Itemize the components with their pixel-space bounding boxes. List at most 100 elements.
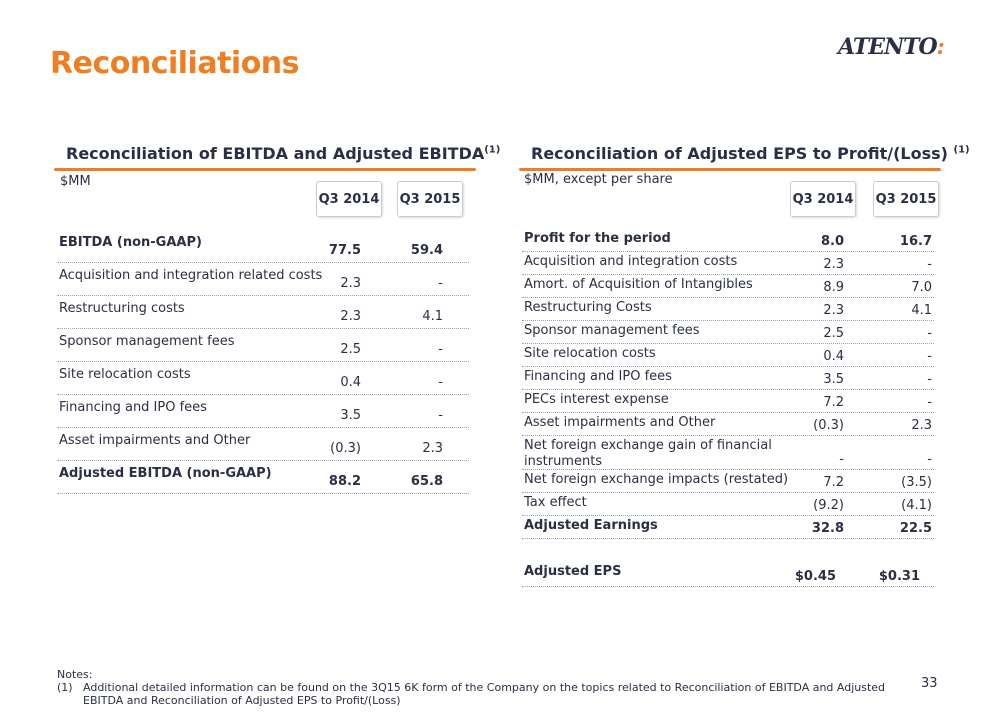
row-label: Restructuring costs bbox=[59, 301, 185, 316]
row-label: Adjusted Earnings bbox=[524, 518, 658, 533]
table-row: Net foreign exchange impacts (restated) 7… bbox=[522, 470, 934, 493]
table-row: Tax effect (9.2) (4.1) bbox=[522, 493, 934, 516]
eps-col-q3-2015: Q3 2015 bbox=[873, 181, 939, 217]
row-value-q3-2015: - bbox=[927, 257, 932, 272]
row-label: Net foreign exchange impacts (restated) bbox=[524, 472, 789, 487]
row-value-q3-2015: - bbox=[927, 395, 932, 410]
row-value-q3-2015: - bbox=[438, 342, 443, 357]
row-value-q3-2015: - bbox=[927, 372, 932, 387]
table-row: Restructuring Costs 2.3 4.1 bbox=[522, 298, 934, 321]
ebitda-col-q3-2014: Q3 2014 bbox=[316, 181, 382, 217]
row-value-q3-2014: 3.5 bbox=[823, 372, 844, 387]
table-row: Asset impairments and Other (0.3) 2.3 bbox=[522, 413, 934, 436]
row-value-q3-2014: 88.2 bbox=[328, 474, 361, 489]
ebitda-unit: $MM bbox=[60, 174, 91, 189]
row-value-q3-2015: - bbox=[927, 349, 932, 364]
table-row: Adjusted EPS $0.45 $0.31 bbox=[522, 559, 934, 587]
row-value-q3-2014: (0.3) bbox=[330, 441, 361, 456]
eps-title-underline bbox=[519, 168, 941, 171]
table-row: Acquisition and integration costs 2.3 - bbox=[522, 252, 934, 275]
footnote-text: Additional detailed information can be f… bbox=[83, 681, 886, 707]
row-value-q3-2015: 7.0 bbox=[911, 280, 932, 295]
row-label: Asset impairments and Other bbox=[524, 415, 716, 430]
ebitda-title-underline bbox=[54, 168, 476, 171]
ebitda-title-text: Reconciliation of EBITDA and Adjusted EB… bbox=[66, 144, 485, 163]
row-value-q3-2015: 16.7 bbox=[899, 234, 932, 249]
row-value-q3-2015: 59.4 bbox=[410, 243, 443, 258]
table-row: Sponsor management fees 2.5 - bbox=[522, 321, 934, 344]
row-value-q3-2014: (0.3) bbox=[813, 418, 844, 433]
row-value-q3-2014: 7.2 bbox=[823, 475, 844, 490]
row-value-q3-2014: 2.3 bbox=[340, 276, 361, 291]
table-row: Site relocation costs 0.4 - bbox=[57, 362, 469, 395]
logo-mark: : bbox=[936, 34, 945, 60]
eps-col-q3-2014: Q3 2014 bbox=[790, 181, 856, 217]
row-value-q3-2014: 77.5 bbox=[328, 243, 361, 258]
row-value-q3-2014: (9.2) bbox=[813, 498, 844, 513]
row-value-q3-2015: - bbox=[438, 276, 443, 291]
row-value-q3-2014: 2.3 bbox=[823, 303, 844, 318]
table-row: Adjusted EBITDA (non-GAAP) 88.2 65.8 bbox=[57, 461, 469, 494]
logo-text: ATENTO bbox=[838, 34, 938, 60]
row-value-q3-2015: - bbox=[927, 452, 932, 467]
table-row: Financing and IPO fees 3.5 - bbox=[522, 367, 934, 390]
footnotes: Notes: (1) Additional detailed informati… bbox=[57, 668, 917, 707]
notes-heading: Notes: bbox=[57, 668, 93, 681]
row-value-q3-2014: 0.4 bbox=[340, 375, 361, 390]
row-value-q3-2015: (3.5) bbox=[901, 475, 932, 490]
row-value-q3-2014: 2.3 bbox=[340, 309, 361, 324]
table-row: Sponsor management fees 2.5 - bbox=[57, 329, 469, 362]
row-label: Sponsor management fees bbox=[524, 323, 700, 338]
row-value-q3-2015: - bbox=[438, 408, 443, 423]
eps-title-text: Reconciliation of Adjusted EPS to Profit… bbox=[531, 144, 948, 163]
row-label: Sponsor management fees bbox=[59, 334, 235, 349]
table-row: PECs interest expense 7.2 - bbox=[522, 390, 934, 413]
row-value-q3-2015: $0.31 bbox=[878, 569, 920, 584]
row-value-q3-2014: 8.9 bbox=[823, 280, 844, 295]
ebitda-section-title: Reconciliation of EBITDA and Adjusted EB… bbox=[66, 144, 500, 163]
row-value-q3-2014: 2.5 bbox=[340, 342, 361, 357]
eps-unit: $MM, except per share bbox=[524, 172, 673, 187]
row-label: Financing and IPO fees bbox=[524, 369, 672, 384]
row-value-q3-2015: (4.1) bbox=[901, 498, 932, 513]
row-value-q3-2015: 22.5 bbox=[899, 521, 932, 536]
table-row: Profit for the period 8.0 16.7 bbox=[522, 229, 934, 252]
row-value-q3-2015: 65.8 bbox=[410, 474, 443, 489]
row-value-q3-2014: 3.5 bbox=[340, 408, 361, 423]
table-row: Amort. of Acquisition of Intangibles 8.9 7… bbox=[522, 275, 934, 298]
row-value-q3-2014: $0.45 bbox=[794, 569, 836, 584]
row-value-q3-2015: 2.3 bbox=[422, 441, 443, 456]
row-label: Restructuring Costs bbox=[524, 300, 652, 315]
row-value-q3-2015: 4.1 bbox=[911, 303, 932, 318]
page-number: 33 bbox=[921, 676, 938, 691]
footnote-marker: (1) bbox=[57, 681, 73, 694]
table-row: Adjusted Earnings 32.8 22.5 bbox=[522, 516, 934, 539]
row-label: Adjusted EPS bbox=[524, 564, 622, 579]
row-label: Site relocation costs bbox=[59, 367, 191, 382]
row-value-q3-2015: - bbox=[927, 326, 932, 341]
row-label-line: instruments bbox=[524, 454, 603, 469]
row-value-q3-2015: 4.1 bbox=[422, 309, 443, 324]
row-label: Asset impairments and Other bbox=[59, 433, 251, 448]
row-value-q3-2014: 7.2 bbox=[823, 395, 844, 410]
row-label: Profit for the period bbox=[524, 231, 671, 246]
table-row: Site relocation costs 0.4 - bbox=[522, 344, 934, 367]
row-label: Net foreign exchange gain of financial in… bbox=[524, 438, 772, 470]
table-row: EBITDA (non-GAAP) 77.5 59.4 bbox=[57, 230, 469, 263]
ebitda-title-footnote: (1) bbox=[484, 144, 501, 156]
row-value-q3-2014: 0.4 bbox=[823, 349, 844, 364]
row-label-line: Net foreign exchange gain of financial bbox=[524, 438, 772, 453]
row-value-q3-2015: 2.3 bbox=[911, 418, 932, 433]
row-value-q3-2014: 2.3 bbox=[823, 257, 844, 272]
table-row: Restructuring costs 2.3 4.1 bbox=[57, 296, 469, 329]
row-label: PECs interest expense bbox=[524, 392, 669, 407]
table-row: Net foreign exchange gain of financial in… bbox=[522, 436, 934, 470]
row-label: Financing and IPO fees bbox=[59, 400, 207, 415]
table-row: Acquisition and integration related cost… bbox=[57, 263, 469, 296]
row-value-q3-2014: 2.5 bbox=[823, 326, 844, 341]
row-label: Tax effect bbox=[524, 495, 587, 510]
ebitda-col-q3-2015: Q3 2015 bbox=[397, 181, 463, 217]
row-value-q3-2014: 32.8 bbox=[811, 521, 844, 536]
page-title: Reconciliations bbox=[50, 46, 300, 81]
row-label: Amort. of Acquisition of Intangibles bbox=[524, 277, 753, 292]
